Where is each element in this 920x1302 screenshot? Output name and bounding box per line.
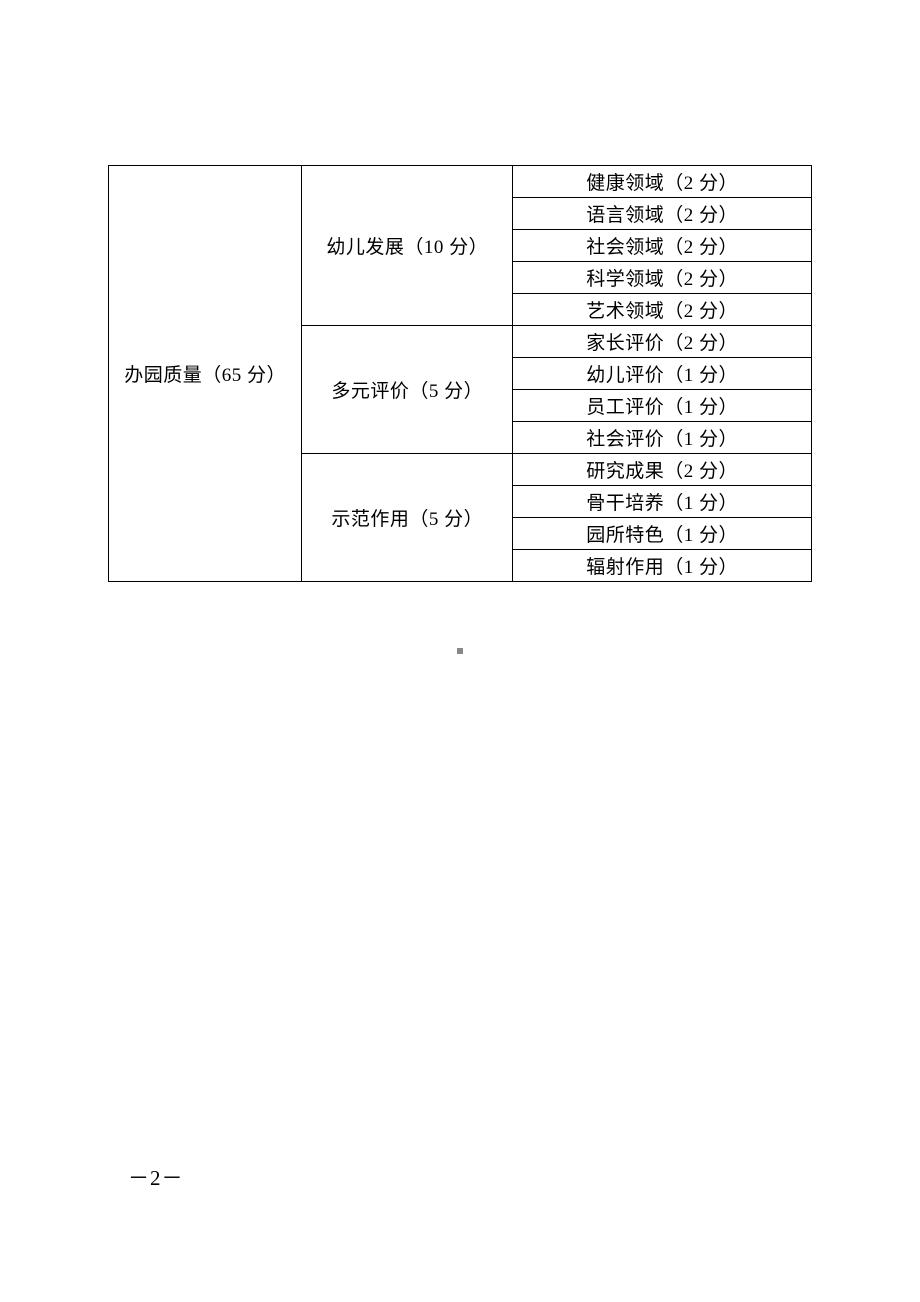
item-cell: 园所特色（1 分） [513, 518, 812, 550]
category-cell: 办园质量（65 分） [109, 166, 302, 582]
page-number: －2－ [128, 1162, 184, 1192]
page-container: 办园质量（65 分） 幼儿发展（10 分） 健康领域（2 分） 语言领域（2 分… [0, 0, 920, 582]
evaluation-table: 办园质量（65 分） 幼儿发展（10 分） 健康领域（2 分） 语言领域（2 分… [108, 165, 812, 582]
item-cell: 辐射作用（1 分） [513, 550, 812, 582]
table-row: 办园质量（65 分） 幼儿发展（10 分） 健康领域（2 分） [109, 166, 812, 198]
item-cell: 研究成果（2 分） [513, 454, 812, 486]
item-cell: 幼儿评价（1 分） [513, 358, 812, 390]
page-center-marker [457, 648, 463, 654]
subcategory-cell: 示范作用（5 分） [302, 454, 513, 582]
item-cell: 社会评价（1 分） [513, 422, 812, 454]
item-cell: 科学领域（2 分） [513, 262, 812, 294]
item-cell: 家长评价（2 分） [513, 326, 812, 358]
item-cell: 骨干培养（1 分） [513, 486, 812, 518]
item-cell: 员工评价（1 分） [513, 390, 812, 422]
subcategory-cell: 幼儿发展（10 分） [302, 166, 513, 326]
item-cell: 艺术领域（2 分） [513, 294, 812, 326]
item-cell: 语言领域（2 分） [513, 198, 812, 230]
item-cell: 社会领域（2 分） [513, 230, 812, 262]
item-cell: 健康领域（2 分） [513, 166, 812, 198]
subcategory-cell: 多元评价（5 分） [302, 326, 513, 454]
